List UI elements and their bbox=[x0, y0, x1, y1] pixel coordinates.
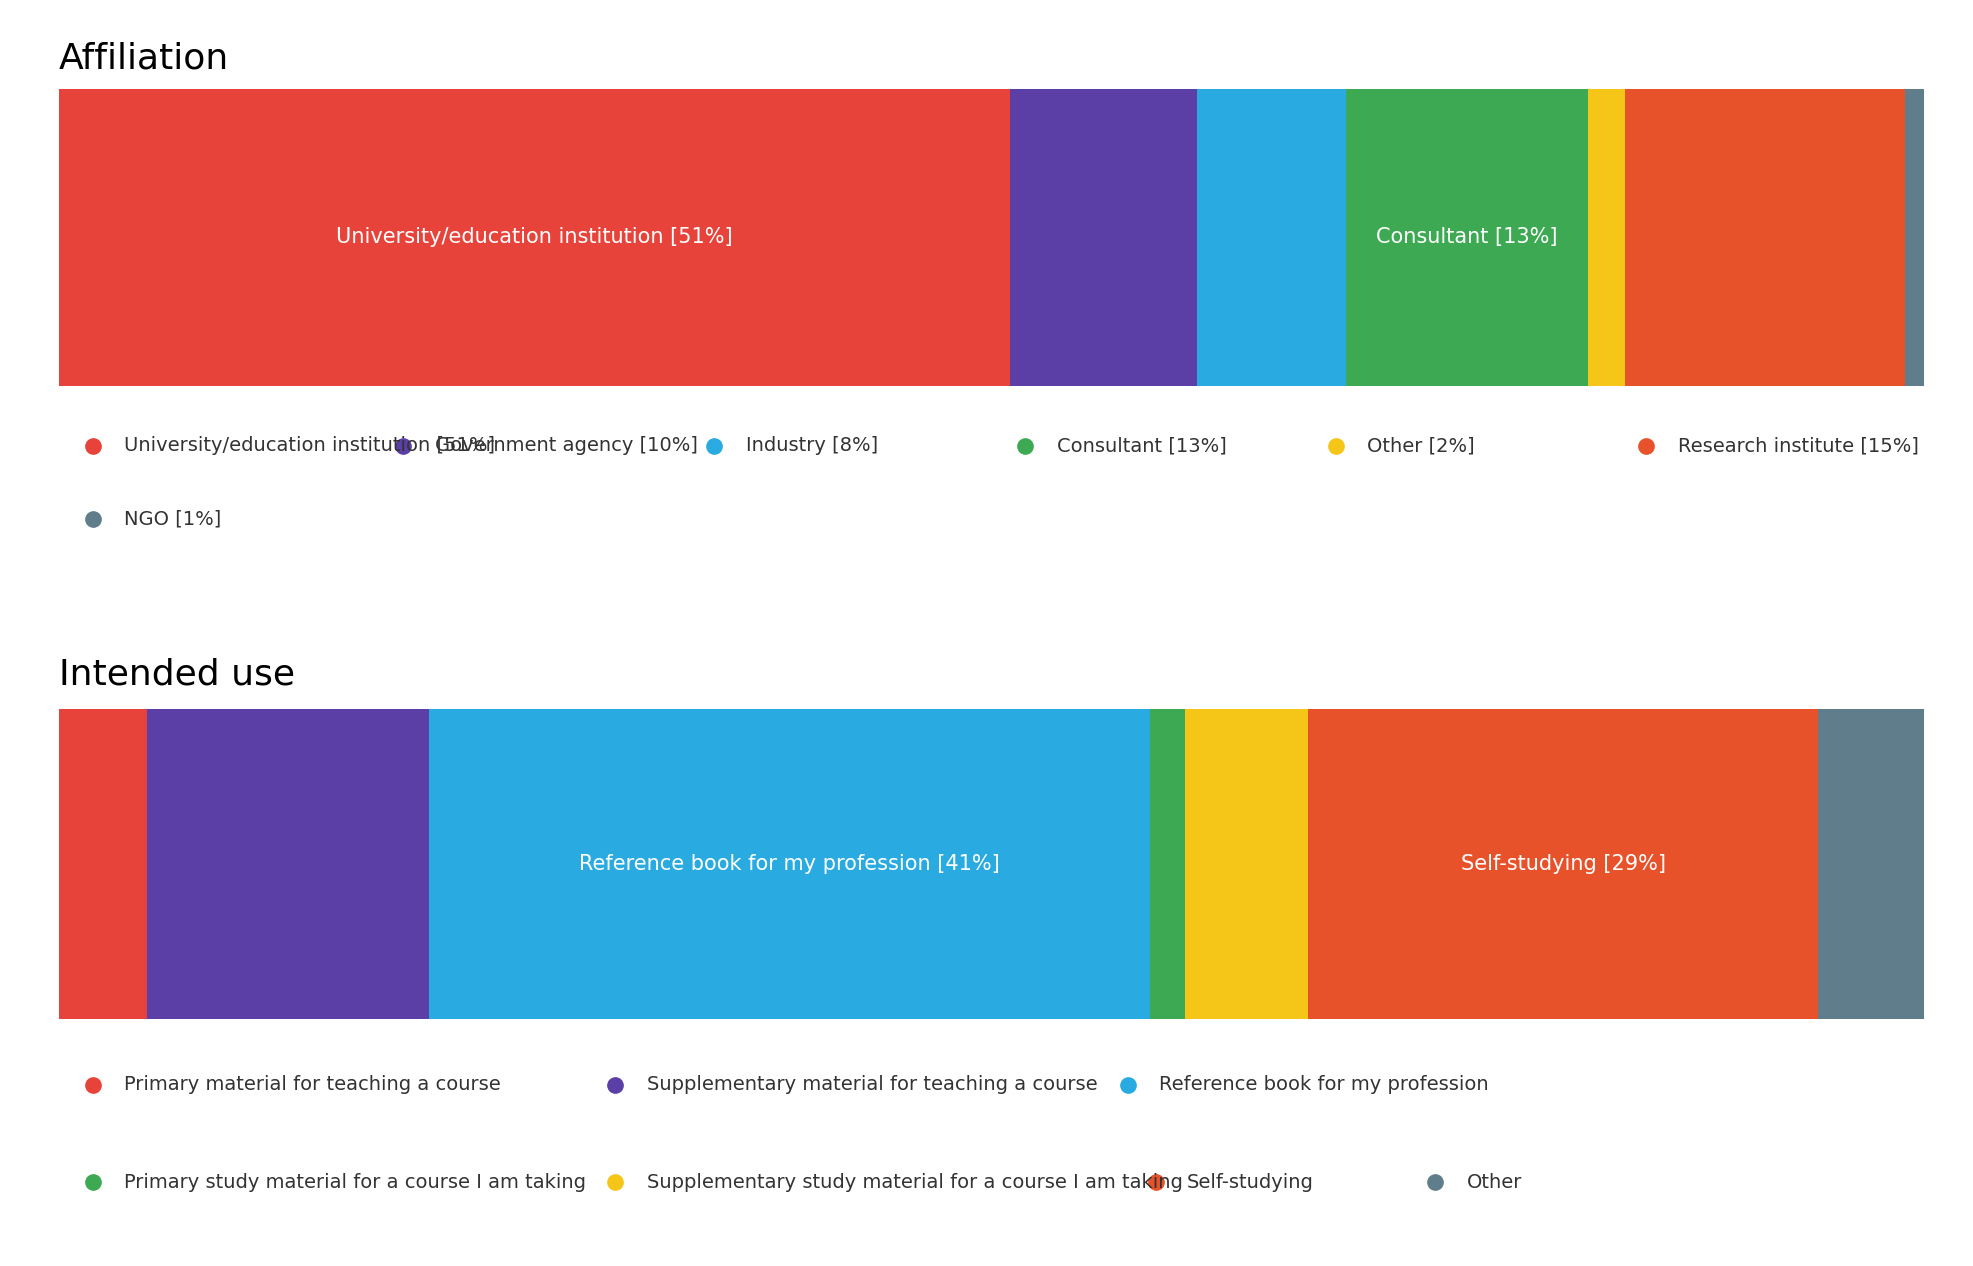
Bar bbox=[1186, 709, 1308, 1019]
Text: Affiliation: Affiliation bbox=[59, 41, 229, 75]
Bar bbox=[59, 709, 148, 1019]
Text: Other [2%]: Other [2%] bbox=[1367, 437, 1476, 456]
Bar bbox=[1819, 709, 1924, 1019]
Text: Reference book for my profession [41%]: Reference book for my profession [41%] bbox=[578, 855, 1000, 874]
Text: Self-studying: Self-studying bbox=[1188, 1172, 1314, 1191]
Bar bbox=[1196, 89, 1346, 386]
Text: Supplementary study material for a course I am taking: Supplementary study material for a cours… bbox=[647, 1172, 1182, 1191]
Text: Self-studying [29%]: Self-studying [29%] bbox=[1460, 855, 1665, 874]
Text: Consultant [13%]: Consultant [13%] bbox=[1375, 228, 1557, 247]
Text: Research institute [15%]: Research institute [15%] bbox=[1679, 437, 1920, 456]
Text: University/education institution [51%]: University/education institution [51%] bbox=[335, 228, 732, 247]
Text: University/education institution [51%]: University/education institution [51%] bbox=[124, 437, 495, 456]
Bar bbox=[1626, 89, 1906, 386]
Bar bbox=[1906, 89, 1924, 386]
Bar bbox=[428, 709, 1150, 1019]
Text: NGO [1%]: NGO [1%] bbox=[124, 509, 221, 528]
Text: Primary study material for a course I am taking: Primary study material for a course I am… bbox=[124, 1172, 586, 1191]
Text: Primary material for teaching a course: Primary material for teaching a course bbox=[124, 1075, 501, 1094]
Text: Industry [8%]: Industry [8%] bbox=[746, 437, 878, 456]
Bar bbox=[1308, 709, 1819, 1019]
Bar bbox=[1588, 89, 1626, 386]
Text: Intended use: Intended use bbox=[59, 658, 296, 691]
Text: Consultant [13%]: Consultant [13%] bbox=[1058, 437, 1227, 456]
Bar bbox=[1346, 89, 1588, 386]
Text: Other: Other bbox=[1466, 1172, 1523, 1191]
Text: Government agency [10%]: Government agency [10%] bbox=[436, 437, 698, 456]
Bar bbox=[148, 709, 428, 1019]
Bar bbox=[1150, 709, 1186, 1019]
Text: Reference book for my profession: Reference book for my profession bbox=[1160, 1075, 1490, 1094]
Text: Supplementary material for teaching a course: Supplementary material for teaching a co… bbox=[647, 1075, 1097, 1094]
Bar bbox=[1010, 89, 1196, 386]
Bar bbox=[59, 89, 1010, 386]
